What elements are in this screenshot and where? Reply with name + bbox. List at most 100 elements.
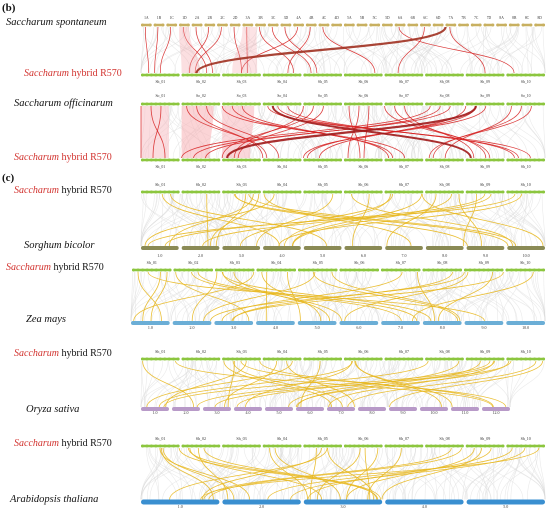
c3-bg-link-26	[230, 360, 234, 408]
c1-bg-link-125	[299, 193, 312, 247]
c2-bg-link-150	[350, 271, 359, 322]
c2-hybrid-chrom-seg-5	[298, 268, 338, 272]
b1-bg-link-139	[496, 26, 520, 74]
c1-bg-link-63	[440, 193, 451, 247]
c2-ref-chrom-seg-5	[297, 321, 337, 325]
c3-bg-link-144	[140, 360, 143, 408]
c3-bg-link-74	[362, 360, 407, 408]
b1-bg-link-109	[398, 26, 426, 74]
c2-ref-chrom-label-2: 2.0	[190, 325, 195, 330]
c4-yellow-link-25	[364, 447, 371, 500]
c2-yellow-link-4	[222, 271, 342, 322]
label-hybrid-c4: Saccharum hybrid R570	[14, 438, 112, 449]
c1-yellow-link-11	[248, 193, 517, 247]
c2-bg-link-134	[187, 271, 245, 322]
c2-bg-link-133	[147, 271, 170, 322]
officinarum-chrom-seg-8	[425, 102, 464, 106]
c2-bg-link-46	[456, 271, 514, 322]
c3-bg-link-32	[265, 360, 283, 408]
c2-bg-link-90	[509, 271, 542, 322]
spontaneum-chrom-seg-13	[293, 23, 304, 27]
b1-bg-link-48	[379, 26, 388, 74]
c4-bg-link-114	[402, 447, 436, 500]
c1-bg-link-65	[168, 193, 181, 247]
c2-yellow-link-18	[133, 271, 255, 322]
b1-red-link-10	[271, 26, 312, 74]
b2-bg-link-53	[447, 105, 499, 159]
c1-yellow-link-18	[202, 193, 492, 247]
c3-hybrid-chrom-seg-1	[141, 357, 180, 361]
c2-hybrid-chrom-seg-9	[464, 268, 504, 272]
c2-yellow-link-19	[210, 271, 465, 322]
c2-bg-link-22	[418, 271, 432, 322]
b2-hybrid-chrom-seg-9	[465, 158, 505, 162]
c2-ref-chrom-label-3: 3.0	[231, 325, 236, 330]
c1-hybrid-chrom-seg-3	[222, 190, 261, 194]
c3-bg-link-106	[446, 360, 458, 408]
c2-hybrid-chrom-seg-6	[339, 268, 379, 272]
officinarum-chrom-seg-7	[384, 102, 424, 106]
c2-bg-link-80	[425, 271, 447, 322]
b2-bg-link-113	[448, 105, 485, 159]
c3-ref-chrom-seg-4	[234, 407, 262, 411]
b2-red-link-6	[384, 105, 491, 159]
c1-ref-chrom-label-6: 6.0	[361, 253, 366, 258]
b1-bg-link-78	[403, 26, 424, 74]
c3-ref-chrom-label-10: 10.0	[431, 410, 438, 415]
c4-bg-link-140	[140, 447, 191, 500]
b2-bg-link-4	[273, 105, 320, 159]
c3-bg-link-82	[461, 360, 482, 408]
c1-ref-chrom-label-7: 7.0	[402, 253, 407, 258]
b2-bg-link-92	[249, 105, 297, 159]
b2-hybrid-chrom-label-6: Sh_06	[358, 165, 368, 169]
c3-ref-chrom-seg-12	[482, 407, 510, 411]
c1-hybrid-chrom-label-4: Sh_04	[277, 182, 287, 187]
c1-bg-link-44	[325, 193, 355, 247]
c1-bg-link-105	[282, 193, 323, 247]
c1-bg-link-89	[236, 193, 251, 247]
c2-bg-link-39	[433, 271, 488, 322]
c2-bg-link-108	[280, 271, 291, 322]
c3-bg-link-31	[185, 360, 192, 408]
c1-hybrid-chrom-label-5: Sh_05	[318, 182, 328, 187]
c4-bg-link-117	[221, 447, 267, 500]
c3-bg-link-150	[451, 360, 476, 408]
c4-ref-chrom-seg-5	[466, 499, 545, 505]
b2-hybrid-chrom-label-2: Sh_02	[196, 165, 206, 169]
c2-yellow-link-1	[331, 271, 461, 322]
c2-hybrid-chrom-seg-10	[505, 268, 545, 272]
spontaneum-chrom-label-25: 7A	[449, 16, 454, 20]
c1-yellow-link-19	[215, 193, 247, 247]
b1-bg-link-120	[500, 26, 514, 74]
c4-bg-link-157	[148, 447, 196, 500]
spontaneum-chrom-label-8: 2D	[233, 16, 238, 20]
c2-yellow-link-22	[191, 271, 402, 322]
c2-bg-link-89	[206, 271, 239, 322]
c1-ref-chrom-seg-2	[181, 246, 220, 250]
c1-yellow-link-0	[256, 193, 334, 247]
b2-bg-link-105	[411, 105, 429, 159]
c4-bg-link-104	[338, 447, 375, 500]
c1-yellow-link-9	[458, 193, 483, 247]
spontaneum-chrom-label-4: 1D	[182, 16, 187, 20]
spontaneum-chrom-label-15: 4C	[322, 16, 327, 20]
spontaneum-chrom-seg-10	[255, 23, 266, 27]
c3-yellow-link-14	[214, 360, 512, 408]
officinarum-chrom-label-9: So_09	[480, 94, 490, 98]
b1-bg-link-53	[402, 26, 433, 74]
b2-hybrid-chrom-seg-4	[262, 158, 302, 162]
c4-bg-link-83	[176, 447, 183, 500]
c3-yellow-link-0	[328, 360, 494, 408]
c3-bg-link-78	[195, 360, 197, 408]
c1-bg-link-68	[426, 193, 448, 247]
c2-bg-link-73	[359, 271, 418, 322]
c4-bg-link-87	[170, 447, 192, 500]
spontaneum-chrom-seg-5	[191, 23, 203, 27]
c1-bg-link-75	[366, 193, 412, 247]
c2-ref-chrom-seg-8	[422, 321, 462, 325]
b2-bg-link-28	[474, 105, 500, 159]
c3-bg-link-97	[194, 360, 210, 408]
c2-yellow-link-8	[197, 271, 418, 322]
c3-ref-chrom-label-1: 1.0	[153, 410, 158, 415]
spontaneum-chrom-label-21: 6A	[398, 16, 403, 20]
